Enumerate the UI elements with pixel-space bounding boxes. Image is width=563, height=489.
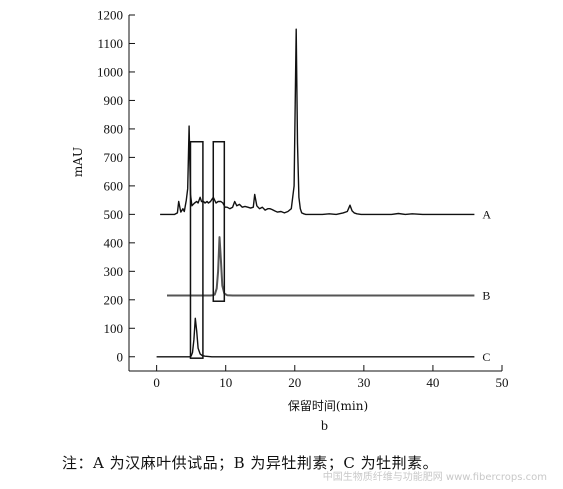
y-tick-label: 1100 [97, 36, 123, 51]
series-a-line [160, 28, 475, 216]
x-axis: 0 10 20 30 40 50 [129, 365, 509, 390]
y-tick-label: 600 [104, 178, 124, 193]
x-tick-label: 10 [219, 375, 232, 390]
x-axis-title: 保留时间(min) [288, 399, 368, 413]
y-tick-label: 800 [104, 121, 124, 136]
y-tick-label: 900 [104, 93, 124, 108]
series-c-line [156, 317, 475, 358]
plot-traces: A B C [156, 28, 491, 364]
series-a-label: A [482, 207, 491, 221]
y-tick-label: 1200 [97, 8, 123, 23]
x-tick-label: 0 [153, 375, 160, 390]
series-b-label: B [482, 289, 490, 303]
series-c-peak-box [189, 140, 204, 359]
series-c-label: C [482, 350, 490, 364]
watermark: 中国生物质纤维与功能肥网 www.fibercrops.com [322, 472, 547, 483]
y-tick-label: 500 [104, 207, 124, 222]
y-axis: 0 100 200 300 400 500 600 700 800 900 1000 1100 1200 [97, 8, 135, 371]
y-tick-label: 0 [117, 349, 124, 364]
x-tick-label: 30 [357, 375, 370, 390]
y-tick-label: 100 [104, 321, 124, 336]
y-tick-label: 400 [104, 235, 124, 250]
figure-sublabel: b [321, 419, 328, 434]
y-tick-label: 1000 [97, 64, 123, 79]
y-axis-title: mAU [71, 147, 85, 177]
x-tick-label: 40 [426, 375, 439, 390]
y-tick-label: 700 [104, 150, 124, 165]
x-tick-label: 20 [288, 375, 301, 390]
x-tick-label: 50 [496, 375, 509, 390]
y-tick-label: 300 [104, 264, 124, 279]
y-tick-label: 200 [104, 292, 124, 307]
series-b-peak-box [212, 140, 226, 302]
figure-note: 注：A 为汉麻叶供试品；B 为异牡荆素；C 为牡荆素。 [62, 454, 439, 472]
